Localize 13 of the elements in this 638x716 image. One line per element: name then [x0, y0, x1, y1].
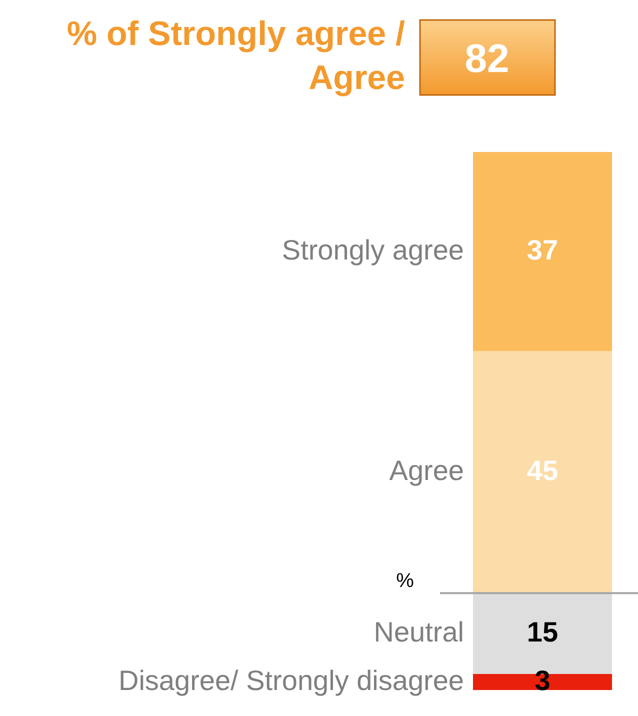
data-label: 3: [534, 664, 550, 696]
series-label: Agree: [389, 455, 464, 486]
data-label: 45: [526, 455, 558, 486]
ref-line-label: %: [396, 570, 414, 592]
series-label: Neutral: [374, 616, 464, 648]
text: 82: [464, 37, 510, 81]
bar: [473, 351, 612, 594]
data-label: 15: [526, 616, 558, 648]
series-label: Disagree/ Strongly disagree: [118, 664, 464, 696]
data-label: 37: [526, 234, 558, 266]
bar: [473, 152, 612, 352]
series-label: Strongly agree: [282, 234, 464, 266]
chart-title: % of Strongly agree / Agree: [66, 15, 406, 97]
